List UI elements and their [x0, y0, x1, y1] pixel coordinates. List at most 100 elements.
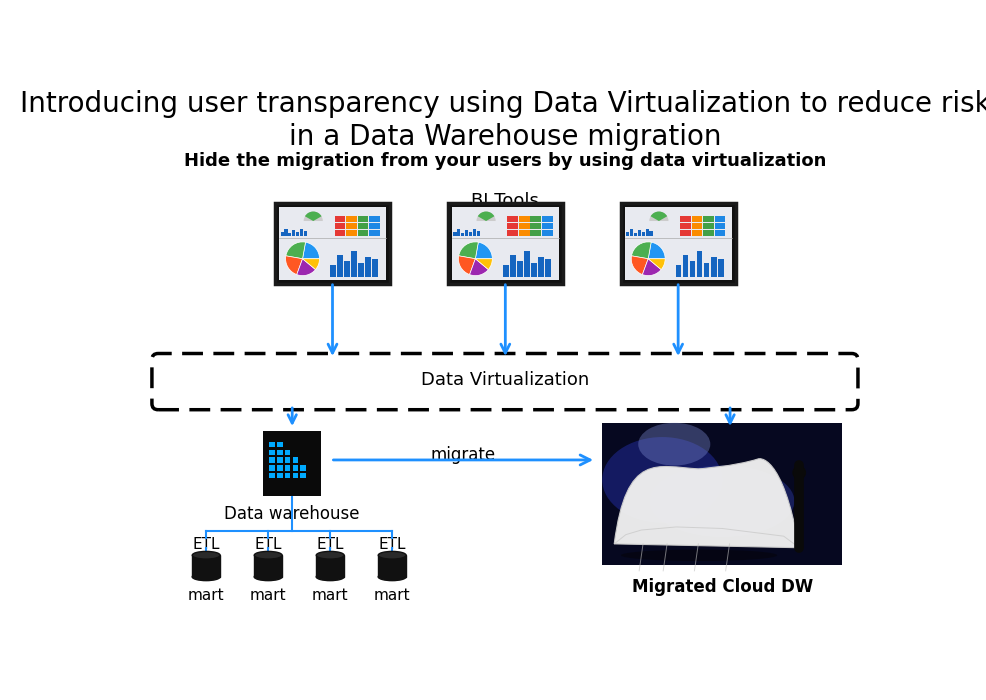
- Bar: [542, 230, 552, 237]
- Bar: [277, 458, 283, 463]
- Bar: [503, 265, 509, 277]
- PathPatch shape: [614, 458, 800, 547]
- Bar: [531, 263, 536, 277]
- Bar: [634, 232, 637, 237]
- Bar: [351, 251, 357, 277]
- Bar: [263, 430, 321, 496]
- Wedge shape: [475, 242, 492, 259]
- Bar: [269, 458, 275, 463]
- Bar: [510, 256, 516, 277]
- Bar: [472, 229, 476, 237]
- Ellipse shape: [621, 550, 777, 561]
- Bar: [292, 230, 295, 237]
- Bar: [288, 232, 292, 237]
- Bar: [602, 423, 842, 566]
- Bar: [281, 232, 284, 237]
- Ellipse shape: [254, 573, 282, 581]
- Wedge shape: [648, 242, 666, 259]
- Bar: [692, 216, 702, 222]
- Wedge shape: [297, 259, 316, 276]
- Bar: [452, 207, 559, 280]
- Bar: [519, 223, 529, 229]
- Bar: [461, 232, 464, 237]
- Text: BI Tools: BI Tools: [471, 192, 539, 210]
- Bar: [676, 265, 681, 277]
- Bar: [458, 230, 460, 237]
- Text: ETL: ETL: [317, 537, 344, 552]
- Wedge shape: [651, 211, 668, 221]
- Bar: [697, 251, 702, 277]
- Bar: [346, 216, 357, 222]
- Bar: [692, 230, 702, 237]
- Text: Migrated Cloud DW: Migrated Cloud DW: [632, 578, 812, 596]
- Text: ETL: ETL: [192, 537, 220, 552]
- Bar: [542, 223, 552, 229]
- Bar: [530, 223, 541, 229]
- Wedge shape: [631, 242, 651, 259]
- Bar: [642, 232, 645, 237]
- Bar: [711, 257, 717, 277]
- Wedge shape: [305, 211, 321, 221]
- Ellipse shape: [317, 573, 344, 581]
- Bar: [296, 232, 299, 237]
- Bar: [718, 259, 724, 277]
- Text: mart: mart: [312, 588, 348, 603]
- Bar: [625, 207, 732, 280]
- Bar: [519, 230, 529, 237]
- Bar: [626, 232, 629, 237]
- Bar: [277, 450, 283, 455]
- Text: Hide the migration from your users by using data virtualization: Hide the migration from your users by us…: [184, 152, 826, 170]
- Bar: [366, 257, 371, 277]
- Bar: [373, 259, 378, 277]
- Bar: [269, 442, 275, 447]
- Text: ETL: ETL: [379, 537, 406, 552]
- Ellipse shape: [254, 552, 282, 559]
- Bar: [680, 230, 691, 237]
- Bar: [358, 216, 369, 222]
- Bar: [465, 230, 468, 237]
- Bar: [469, 232, 472, 237]
- Text: Data Virtualization: Data Virtualization: [421, 371, 590, 389]
- Circle shape: [793, 466, 806, 479]
- Bar: [692, 223, 702, 229]
- Wedge shape: [303, 242, 319, 259]
- Wedge shape: [650, 211, 669, 221]
- Wedge shape: [475, 259, 492, 270]
- Ellipse shape: [650, 466, 795, 537]
- Bar: [650, 231, 653, 237]
- Bar: [284, 230, 288, 237]
- Bar: [703, 223, 714, 229]
- Bar: [285, 466, 290, 470]
- Bar: [346, 230, 357, 237]
- Ellipse shape: [638, 423, 710, 466]
- Bar: [530, 216, 541, 222]
- Text: Data warehouse: Data warehouse: [225, 505, 360, 523]
- Wedge shape: [303, 259, 319, 270]
- Bar: [344, 261, 350, 277]
- Bar: [346, 223, 357, 229]
- Bar: [518, 261, 523, 277]
- Bar: [300, 229, 303, 237]
- Bar: [277, 442, 283, 447]
- Bar: [277, 473, 283, 478]
- Bar: [715, 216, 726, 222]
- Bar: [269, 473, 275, 478]
- Ellipse shape: [317, 552, 344, 559]
- Wedge shape: [648, 259, 666, 270]
- Bar: [369, 230, 380, 237]
- Ellipse shape: [379, 573, 406, 581]
- Bar: [454, 232, 457, 237]
- Wedge shape: [476, 211, 496, 221]
- Bar: [277, 466, 283, 470]
- Bar: [334, 230, 345, 237]
- Bar: [293, 473, 298, 478]
- Bar: [525, 251, 529, 277]
- Bar: [448, 203, 563, 284]
- Bar: [301, 466, 306, 470]
- Text: ETL: ETL: [254, 537, 282, 552]
- Wedge shape: [631, 256, 648, 274]
- Bar: [285, 450, 290, 455]
- Bar: [369, 223, 380, 229]
- Wedge shape: [304, 211, 322, 221]
- Bar: [630, 230, 633, 237]
